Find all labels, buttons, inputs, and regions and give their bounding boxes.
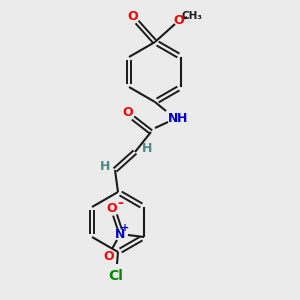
Text: O: O — [107, 202, 117, 215]
Text: O: O — [128, 11, 138, 23]
Text: +: + — [121, 223, 129, 233]
Text: N: N — [115, 229, 125, 242]
Text: O: O — [123, 106, 133, 119]
Text: H: H — [142, 142, 152, 154]
Text: N: N — [168, 112, 178, 124]
Text: H: H — [100, 160, 110, 172]
Text: -: - — [117, 196, 123, 210]
Text: Cl: Cl — [109, 269, 123, 283]
Text: H: H — [177, 112, 187, 124]
Text: CH₃: CH₃ — [182, 11, 203, 21]
Text: O: O — [174, 14, 184, 26]
Text: O: O — [104, 250, 114, 263]
